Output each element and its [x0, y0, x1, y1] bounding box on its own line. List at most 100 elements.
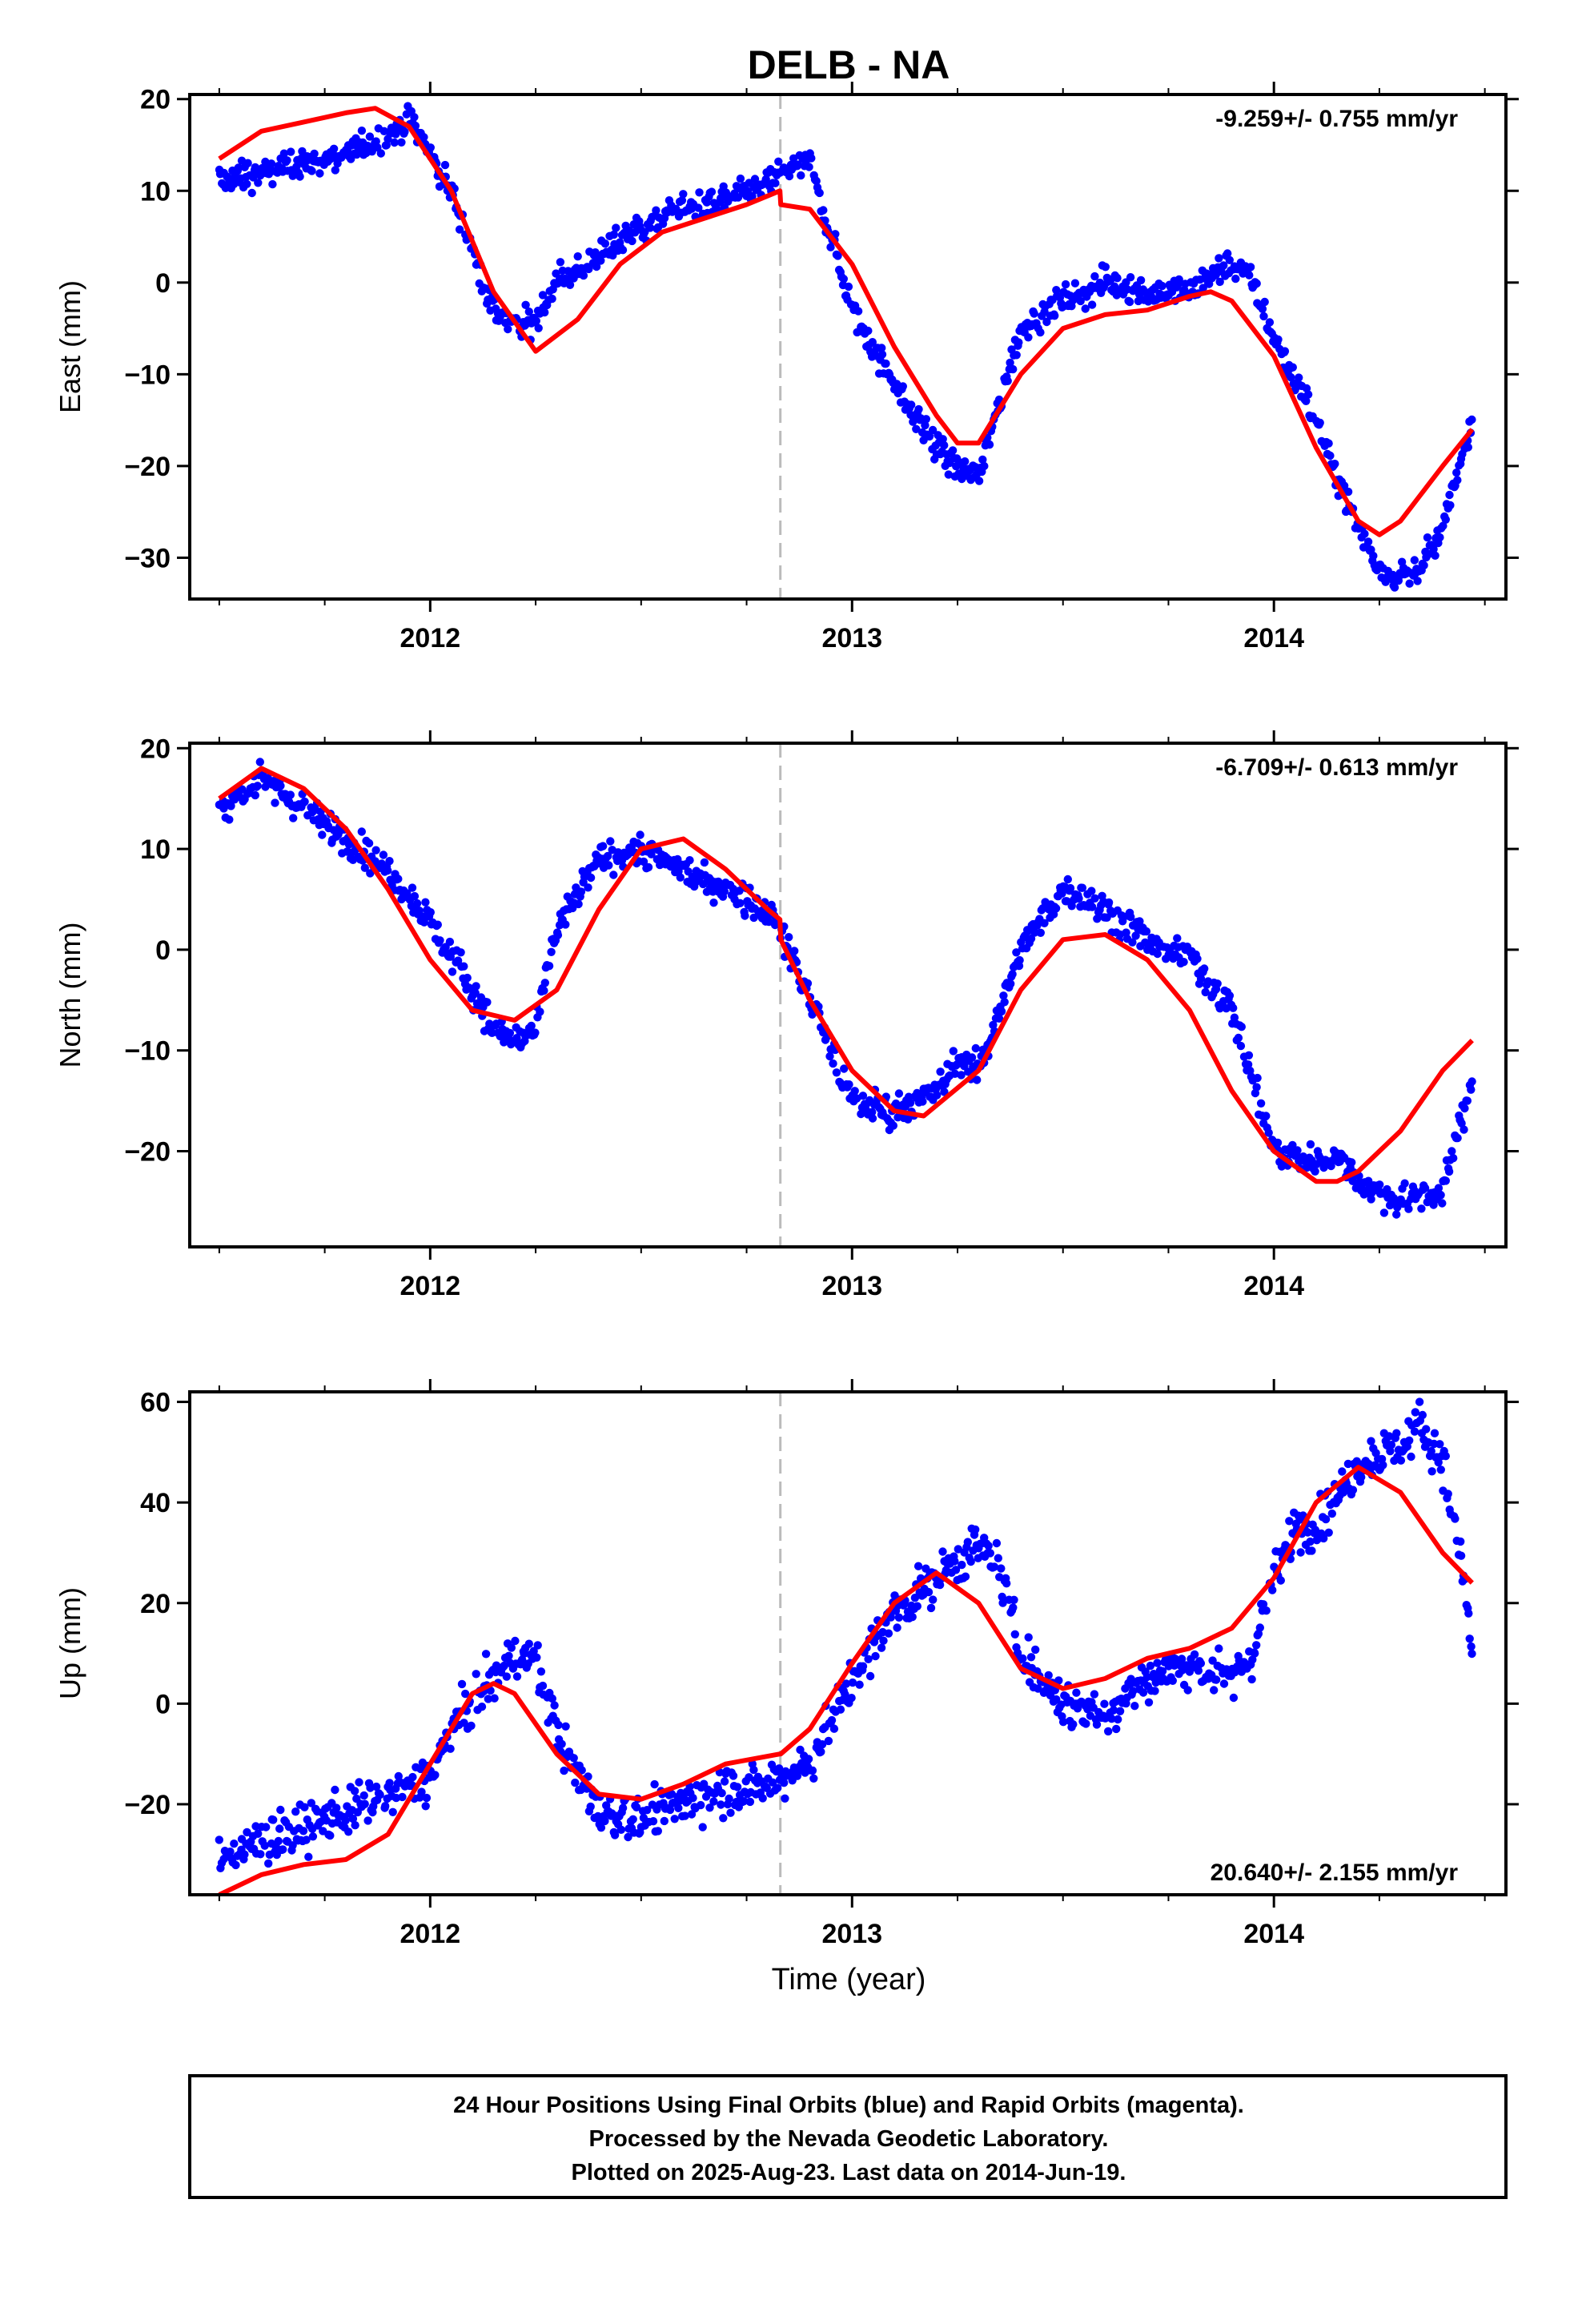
data-point	[967, 1053, 977, 1062]
data-point	[845, 1080, 853, 1089]
data-point	[966, 1557, 975, 1566]
data-point	[604, 861, 613, 870]
data-point	[376, 149, 385, 158]
data-point	[584, 883, 592, 892]
data-point	[848, 1678, 857, 1687]
model-curve	[218, 106, 1475, 537]
data-point	[359, 1791, 368, 1800]
data-point	[954, 1545, 963, 1554]
data-point	[226, 1848, 235, 1856]
data-point	[1090, 1690, 1099, 1699]
data-point	[1234, 1033, 1243, 1043]
data-point	[824, 1736, 833, 1746]
data-point	[287, 147, 295, 156]
data-point	[1128, 938, 1137, 947]
data-point	[1422, 1425, 1431, 1433]
data-point	[544, 962, 554, 971]
data-point	[332, 1803, 341, 1812]
data-point	[1339, 481, 1349, 490]
data-point	[1093, 915, 1102, 923]
data-point	[717, 1788, 726, 1798]
data-point	[584, 264, 593, 274]
data-point	[700, 858, 709, 867]
data-point	[748, 191, 757, 201]
data-point	[940, 440, 949, 450]
data-point	[264, 1859, 273, 1868]
x-tick-label: 2014	[1243, 623, 1304, 653]
data-point	[1443, 1490, 1452, 1498]
data-point	[984, 1542, 993, 1550]
data-point	[1061, 279, 1070, 289]
data-point	[550, 1701, 559, 1710]
y-tick-label: 0	[155, 1689, 171, 1719]
data-point	[676, 873, 685, 882]
data-point	[836, 1705, 845, 1714]
data-point	[648, 1817, 658, 1826]
data-point	[1252, 279, 1261, 288]
data-point	[653, 1827, 662, 1835]
plot-frame	[188, 1390, 1508, 1896]
data-point	[1452, 468, 1461, 477]
data-point	[1467, 1085, 1476, 1094]
data-point	[348, 1814, 358, 1823]
x-tick-label: 2013	[821, 1919, 882, 1949]
data-point	[1302, 396, 1311, 405]
data-point	[978, 455, 987, 464]
data-point	[961, 1572, 970, 1581]
data-point	[771, 179, 780, 187]
data-point	[247, 188, 256, 198]
data-point	[269, 1815, 278, 1824]
data-point	[994, 1554, 1003, 1562]
data-point	[1024, 333, 1033, 342]
data-point	[1142, 927, 1151, 936]
data-point	[1445, 490, 1454, 500]
data-point	[660, 1816, 669, 1826]
data-point	[352, 150, 361, 159]
data-point	[1273, 1138, 1283, 1148]
data-point	[650, 1779, 659, 1789]
data-point	[561, 920, 570, 929]
data-point	[898, 382, 908, 391]
data-point	[639, 857, 648, 866]
data-point	[1237, 1023, 1247, 1031]
data-point	[1392, 1210, 1401, 1219]
y-tick-label: 0	[155, 935, 171, 966]
data-point	[1158, 281, 1166, 291]
data-point	[215, 1835, 223, 1844]
data-point	[1253, 1073, 1262, 1083]
data-point	[1369, 551, 1378, 561]
data-point	[1326, 451, 1335, 460]
data-point	[1225, 991, 1235, 1000]
panels: −30 −20 −10 0 10 20 2012 2013 2014 East (mm) -9.25…	[54, 82, 1519, 1949]
data-point	[1410, 556, 1419, 565]
y-tick-label: 40	[140, 1488, 171, 1518]
data-point	[267, 159, 276, 168]
data-point	[1423, 533, 1432, 542]
data-point	[412, 899, 422, 908]
data-point	[375, 1790, 384, 1799]
data-point	[1078, 883, 1087, 892]
data-point	[1295, 373, 1303, 382]
data-point	[1136, 275, 1146, 285]
data-point	[1243, 1060, 1253, 1069]
data-point	[1081, 304, 1090, 313]
data-point	[365, 132, 375, 141]
data-point	[894, 1613, 904, 1622]
data-point	[341, 1816, 350, 1825]
data-point	[719, 1814, 728, 1823]
data-point	[1114, 1715, 1122, 1724]
rate-annotation: 20.640+/- 2.155 mm/yr	[1211, 1860, 1459, 1886]
data-point	[773, 1783, 782, 1792]
data-point	[274, 1836, 283, 1846]
data-point	[527, 1021, 536, 1031]
data-point	[1367, 1437, 1375, 1445]
data-point	[758, 1794, 767, 1803]
data-point	[1251, 1649, 1259, 1658]
data-point	[817, 1747, 825, 1756]
rate-annotation: -9.259+/- 0.755 mm/yr	[1215, 106, 1458, 132]
data-point	[1276, 1576, 1286, 1585]
data-point	[610, 1831, 620, 1839]
data-point	[1460, 1104, 1469, 1113]
data-point	[612, 223, 620, 232]
data-point	[717, 1800, 725, 1809]
